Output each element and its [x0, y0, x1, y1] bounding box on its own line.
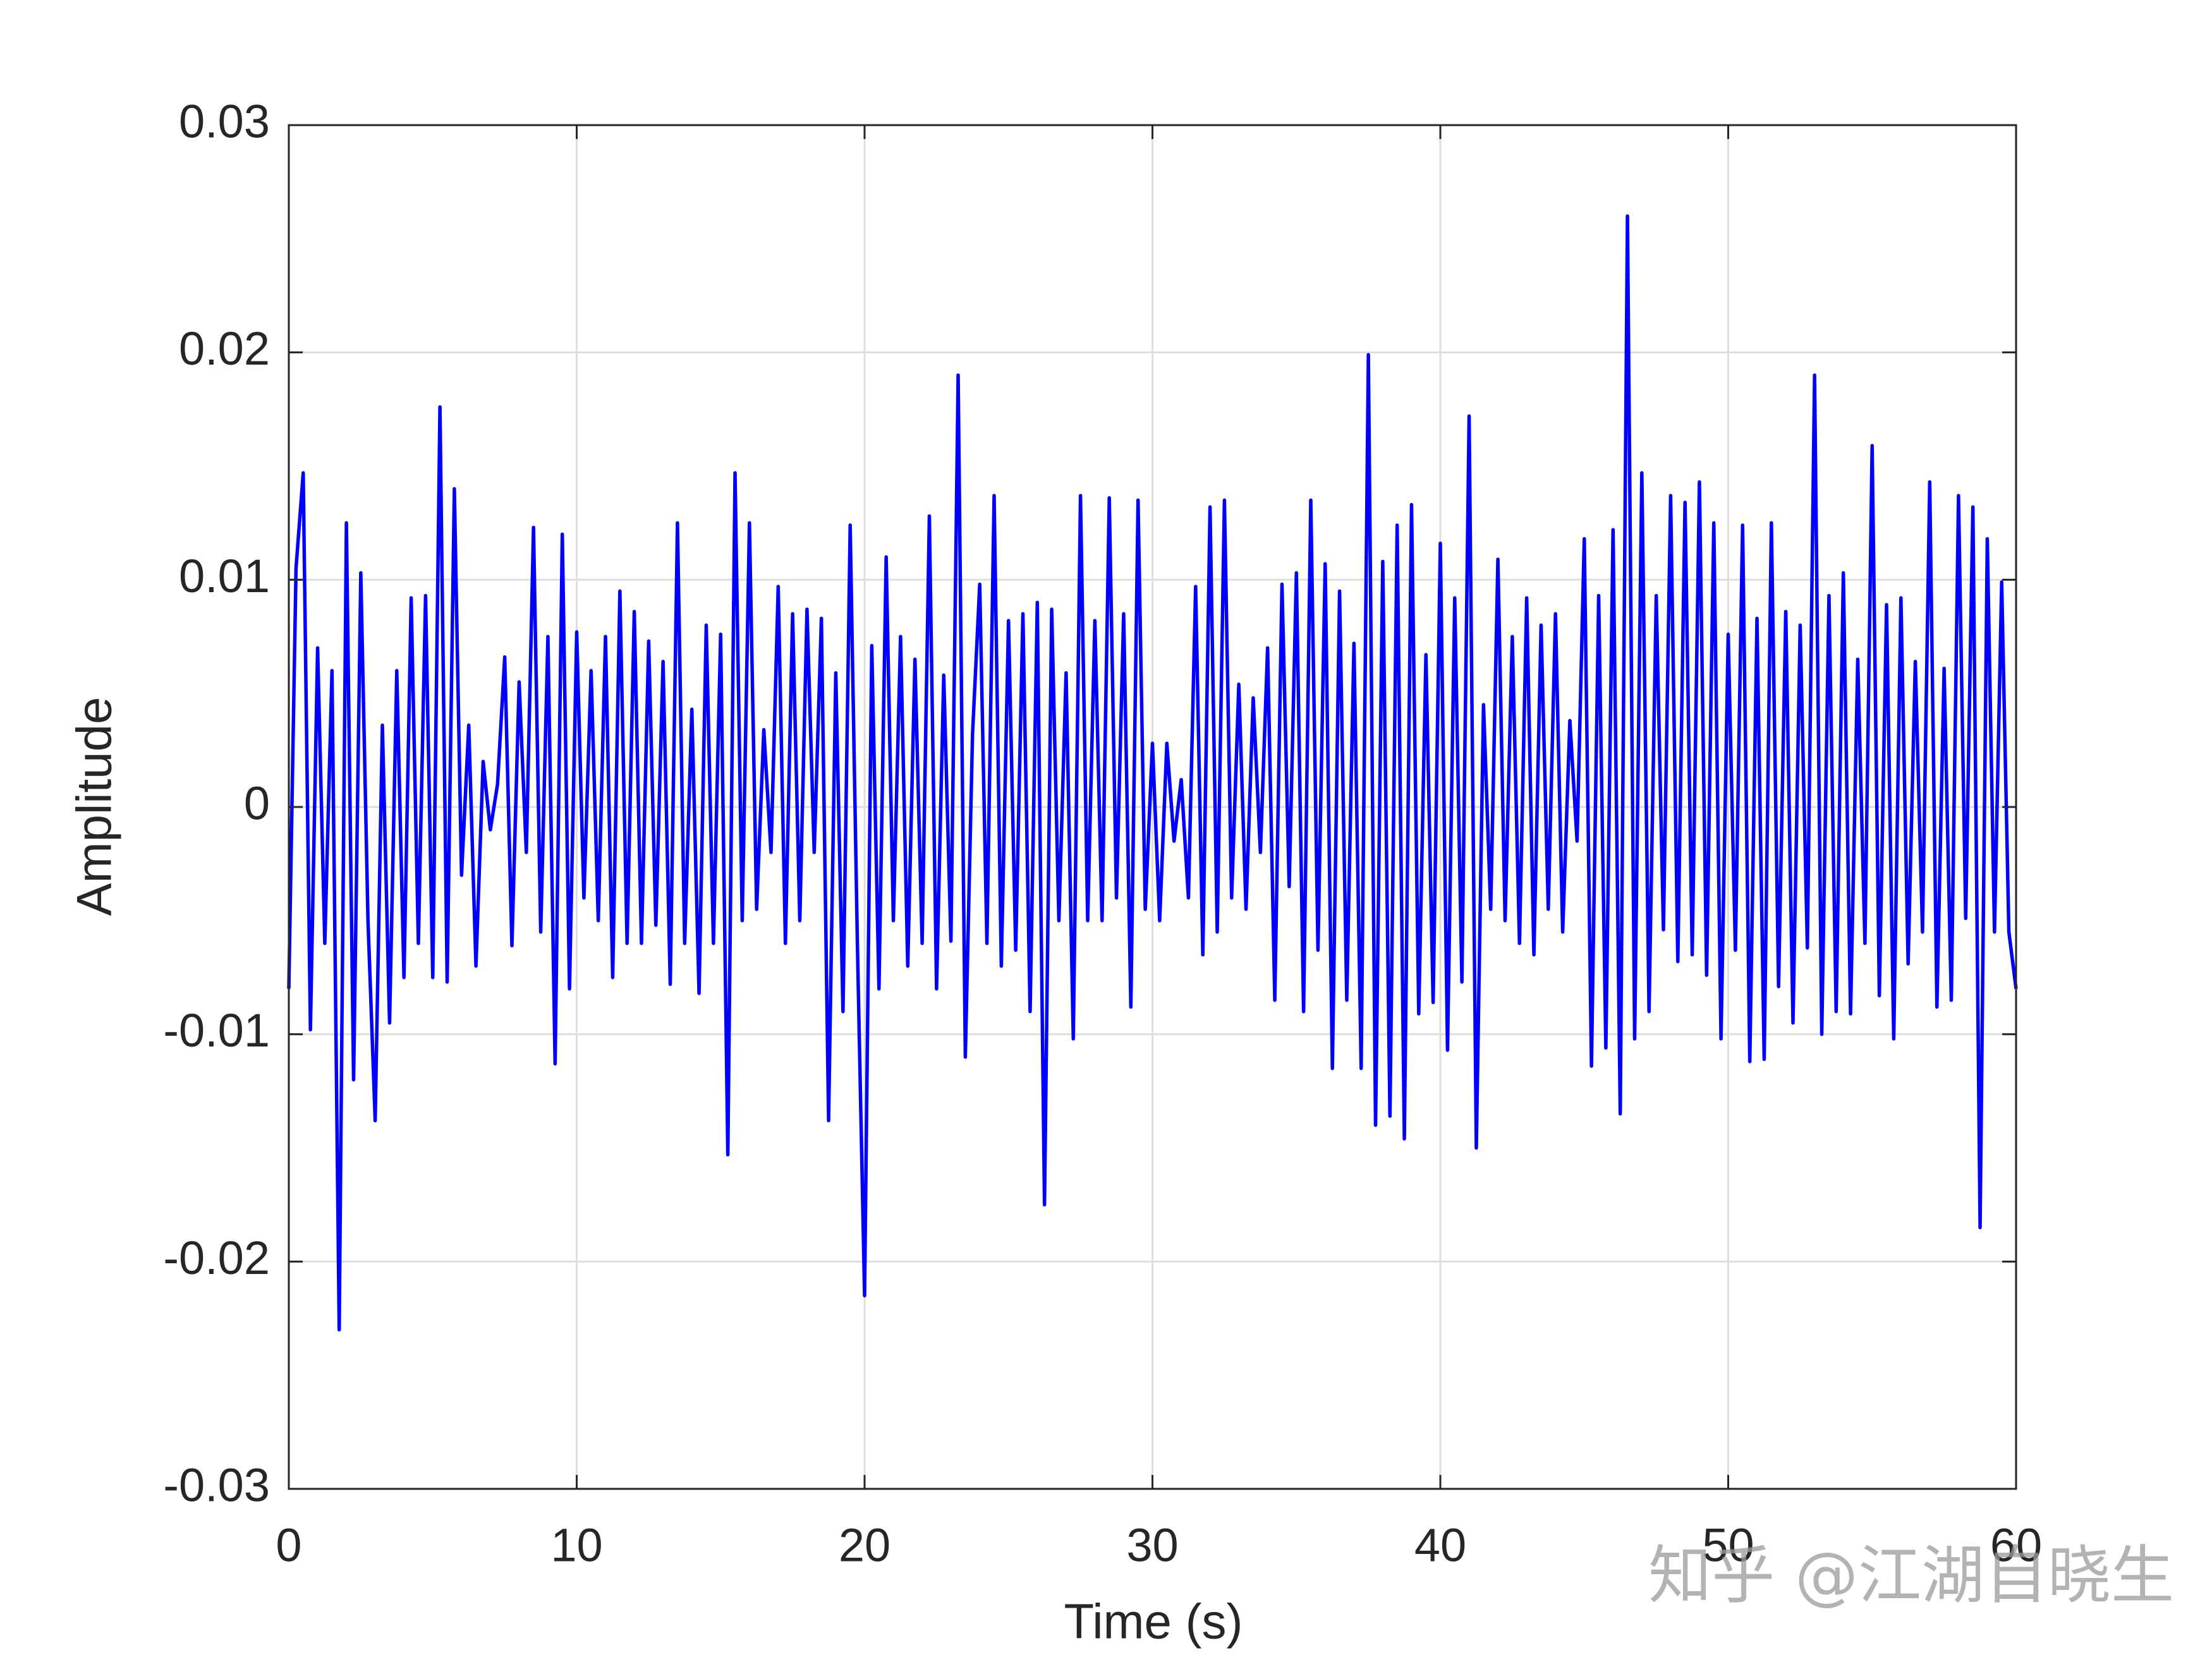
y-tick-label: 0.01: [179, 550, 270, 602]
x-tick-label: 50: [1702, 1519, 1754, 1572]
x-tick-label: 10: [550, 1519, 602, 1572]
plot-area: [287, 214, 2018, 1331]
x-tick-label: 0: [276, 1519, 301, 1572]
y-tick-label: 0.02: [179, 322, 270, 375]
x-tick-label: 60: [1990, 1519, 2042, 1572]
y-tick-label: -0.03: [163, 1459, 270, 1512]
x-tick-label: 40: [1414, 1519, 1466, 1572]
signal-line: [287, 214, 2018, 1331]
x-tick-label: 30: [1126, 1519, 1178, 1572]
x-tick-label: 20: [839, 1519, 890, 1572]
y-axis-label: Amplitude: [66, 697, 122, 916]
ticks: 0 10 20 30 40 50 60 -0.03 -0.02 -0.01 0 0.01 0.02 0.0…: [163, 95, 2042, 1572]
y-tick-label: 0.03: [179, 95, 270, 148]
watermark: 知乎 @江湖自晓生: [1648, 1538, 2174, 1612]
y-tick-label: -0.01: [163, 1004, 270, 1057]
y-tick-label: 0: [244, 777, 270, 830]
x-axis-label: Time (s): [1064, 1594, 1243, 1649]
y-tick-label: -0.02: [163, 1232, 270, 1284]
